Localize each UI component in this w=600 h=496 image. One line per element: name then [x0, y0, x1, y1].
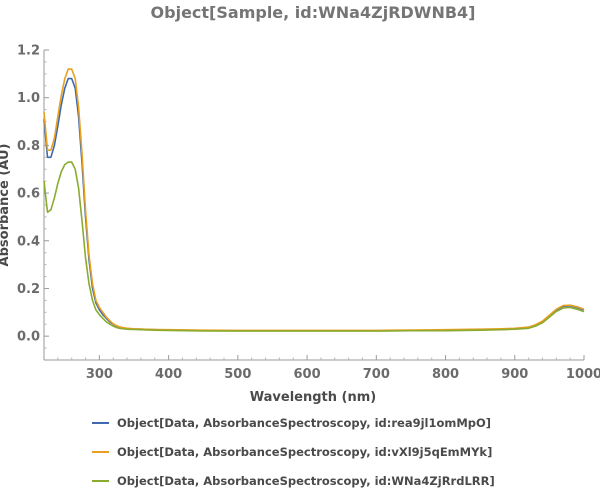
- legend-label-3: Object[Data, AbsorbanceSpectroscopy, id:…: [117, 474, 495, 488]
- y-ticks: 0.0 0.2 0.4 0.6 0.8 1.0 1.2: [17, 44, 49, 349]
- x-tick-label: 500: [224, 367, 251, 382]
- x-tick-label: 800: [432, 367, 459, 382]
- x-tick-label: 400: [155, 367, 182, 382]
- x-ticks: 300 400 500 600 700 800 900 1000: [57, 355, 600, 382]
- y-axis-label: Absorbance (AU): [0, 144, 12, 267]
- x-axis-label: Wavelength (nm): [250, 390, 376, 405]
- y-tick-label: 1.2: [17, 44, 40, 59]
- y-tick-label: 1.0: [17, 91, 40, 106]
- x-tick-label: 300: [86, 367, 113, 382]
- x-tick-label: 1000: [566, 367, 600, 382]
- chart-title: Object[Sample, id:WNa4ZjRDWNB4]: [151, 3, 476, 22]
- y-tick-label: 0.4: [17, 234, 40, 249]
- x-tick-label: 700: [363, 367, 390, 382]
- y-tick-label: 0.6: [17, 187, 40, 202]
- series-lines: [43, 68, 585, 332]
- x-tick-label: 600: [294, 367, 321, 382]
- series-line-3: [43, 161, 585, 332]
- legend-label-2: Object[Data, AbsorbanceSpectroscopy, id:…: [117, 445, 492, 459]
- plot-area: 300 400 500 600 700 800 900 1000 0.00.20.40.60.…: [17, 44, 600, 383]
- x-tick-label: 900: [501, 367, 528, 382]
- series-line-2: [43, 68, 585, 332]
- y-tick-label: 0.2: [17, 282, 40, 297]
- y-tick-label: 0.8: [17, 139, 40, 154]
- series-line-1: [43, 77, 585, 332]
- legend-label-1: Object[Data, AbsorbanceSpectroscopy, id:…: [117, 416, 491, 430]
- y-tick-label: 0.0: [17, 330, 40, 345]
- legend: Object[Data, AbsorbanceSpectroscopy, id:…: [92, 416, 495, 488]
